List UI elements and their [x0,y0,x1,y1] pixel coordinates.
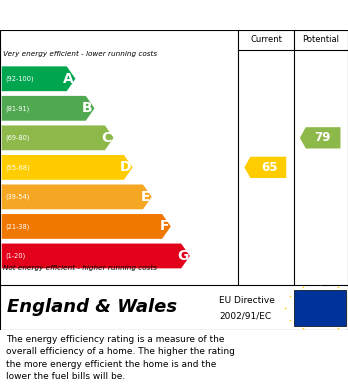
Text: (21-38): (21-38) [5,223,30,230]
Text: Energy Efficiency Rating: Energy Efficiency Rating [5,7,215,23]
Text: The energy efficiency rating is a measure of the
overall efficiency of a home. T: The energy efficiency rating is a measur… [6,335,235,381]
Text: (81-91): (81-91) [5,105,30,111]
Text: (69-80): (69-80) [5,135,30,141]
Text: G: G [177,249,188,263]
Text: EU Directive: EU Directive [219,296,275,305]
Text: (1-20): (1-20) [5,253,25,259]
Polygon shape [2,244,190,268]
Polygon shape [2,155,133,180]
Text: A: A [63,72,74,86]
Text: B: B [82,101,93,115]
Polygon shape [2,126,113,150]
Polygon shape [300,127,340,149]
Polygon shape [2,214,171,239]
Text: Potential: Potential [302,36,340,45]
Text: (92-100): (92-100) [5,75,34,82]
Text: 2002/91/EC: 2002/91/EC [219,311,271,320]
Text: E: E [141,190,150,204]
Polygon shape [2,66,76,91]
Text: Not energy efficient - higher running costs: Not energy efficient - higher running co… [3,265,158,271]
Polygon shape [244,157,286,178]
Text: D: D [119,160,131,174]
Text: (39-54): (39-54) [5,194,30,200]
Polygon shape [2,185,152,209]
Polygon shape [2,96,95,121]
Text: (55-68): (55-68) [5,164,30,170]
Text: 79: 79 [315,131,331,144]
Text: C: C [102,131,112,145]
Text: England & Wales: England & Wales [7,298,177,316]
Text: Current: Current [250,36,282,45]
Text: F: F [160,219,169,233]
Text: 65: 65 [261,161,278,174]
Bar [294,289,346,325]
Text: Very energy efficient - lower running costs: Very energy efficient - lower running co… [3,51,158,57]
